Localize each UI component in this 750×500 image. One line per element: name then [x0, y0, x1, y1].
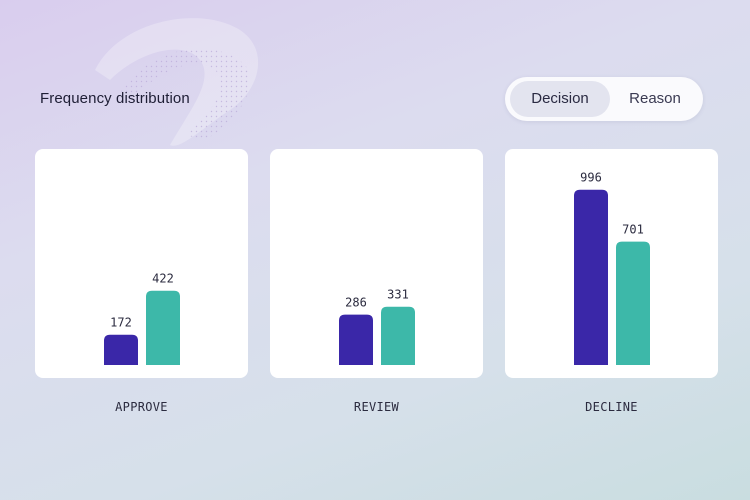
bar-approve-series-1	[104, 334, 138, 365]
toggle-reason-button[interactable]: Reason	[629, 90, 681, 107]
bar-decline-series-2	[616, 241, 650, 365]
toggle-decision-button[interactable]: Decision	[510, 81, 610, 117]
data-label-review-series-2: 331	[387, 288, 409, 302]
bar-review-series-1	[339, 314, 373, 365]
chart-title: Frequency distribution	[40, 90, 190, 107]
category-label-decline: DECLINE	[585, 400, 638, 414]
category-label-review: REVIEW	[353, 400, 400, 414]
data-label-decline-series-1: 996	[580, 171, 602, 185]
bar-approve-series-2	[146, 290, 180, 365]
data-label-approve-series-1: 172	[110, 316, 132, 330]
data-label-review-series-1: 286	[345, 296, 367, 310]
data-label-approve-series-2: 422	[152, 272, 174, 286]
bar-review-series-2	[381, 306, 415, 365]
data-label-decline-series-2: 701	[622, 223, 644, 237]
bar-chart-review: 286 331	[339, 288, 415, 365]
category-label-approve: APPROVE	[115, 400, 168, 414]
bar-card-review: 286 331	[270, 149, 483, 378]
bar-chart-approve: 172 422	[104, 272, 180, 365]
view-toggle: Decision Reason	[505, 77, 703, 121]
bar-card-approve: 172 422	[35, 149, 248, 378]
bar-chart-decline: 996 701	[574, 171, 650, 365]
bar-card-decline: 996 701	[505, 149, 718, 378]
bar-decline-series-1	[574, 189, 608, 365]
